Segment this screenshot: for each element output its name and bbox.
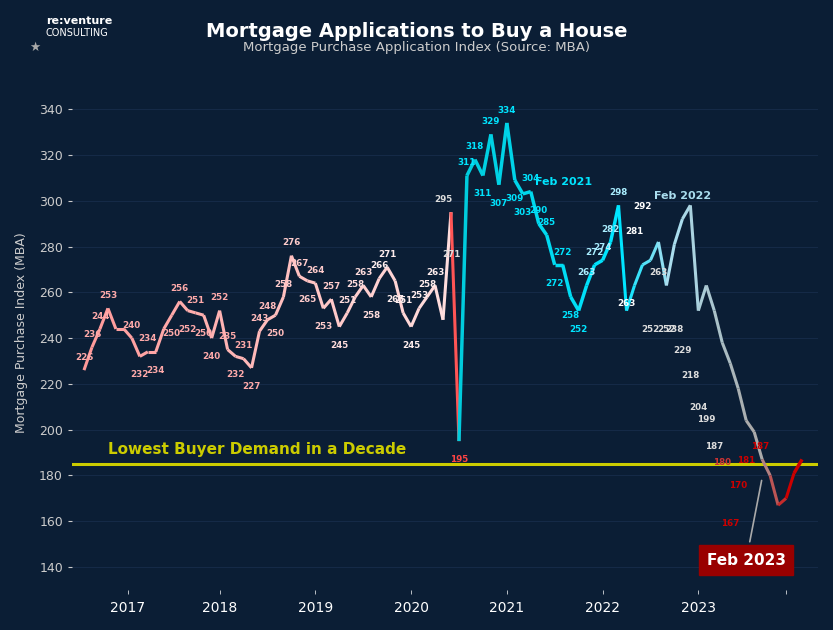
Text: Mortgage Purchase Application Index (Source: MBA): Mortgage Purchase Application Index (Sou… <box>243 41 590 54</box>
Text: 243: 243 <box>251 314 269 323</box>
Text: 253: 253 <box>314 322 332 331</box>
Text: 204: 204 <box>689 403 707 412</box>
Text: 281: 281 <box>626 227 644 236</box>
Text: 240: 240 <box>122 321 141 329</box>
Text: 257: 257 <box>322 282 341 291</box>
Text: 232: 232 <box>227 370 245 379</box>
Text: 170: 170 <box>729 481 747 490</box>
Text: 263: 263 <box>617 299 636 308</box>
Text: 248: 248 <box>258 302 277 311</box>
Text: 250: 250 <box>267 329 285 338</box>
Text: 245: 245 <box>330 341 348 350</box>
Text: 318: 318 <box>466 142 484 151</box>
Text: 252: 252 <box>657 324 676 333</box>
Text: re:venture: re:venture <box>46 16 112 26</box>
Text: CONSULTING: CONSULTING <box>46 28 108 38</box>
Text: 218: 218 <box>681 371 700 380</box>
Text: 234: 234 <box>147 366 165 375</box>
Text: 231: 231 <box>234 341 252 350</box>
Text: 265: 265 <box>386 295 404 304</box>
Text: 252: 252 <box>211 294 229 302</box>
Text: 229: 229 <box>673 346 691 355</box>
Text: 195: 195 <box>450 455 468 464</box>
Text: 252: 252 <box>178 324 197 333</box>
Text: 272: 272 <box>553 248 572 256</box>
Text: 334: 334 <box>497 106 516 115</box>
Text: 303: 303 <box>514 208 532 217</box>
Text: Lowest Buyer Demand in a Decade: Lowest Buyer Demand in a Decade <box>108 442 407 457</box>
Text: 187: 187 <box>751 442 769 451</box>
Text: 265: 265 <box>298 295 317 304</box>
Text: 251: 251 <box>187 295 205 304</box>
Text: 226: 226 <box>75 353 93 362</box>
Text: ★: ★ <box>29 41 41 54</box>
Text: 274: 274 <box>593 243 611 252</box>
Text: 253: 253 <box>410 291 428 300</box>
Text: Feb 2023: Feb 2023 <box>706 481 786 568</box>
Text: 234: 234 <box>138 335 157 343</box>
Text: 298: 298 <box>610 188 627 197</box>
Text: 187: 187 <box>706 442 723 451</box>
Text: 252: 252 <box>570 324 588 333</box>
Text: 263: 263 <box>426 268 444 277</box>
Text: 311: 311 <box>474 190 492 198</box>
Text: 258: 258 <box>362 311 381 320</box>
Text: 238: 238 <box>666 325 684 335</box>
Text: Feb 2021: Feb 2021 <box>535 177 592 187</box>
Text: 199: 199 <box>697 415 716 423</box>
Text: 256: 256 <box>171 284 189 293</box>
Text: 292: 292 <box>633 202 651 210</box>
Text: 272: 272 <box>546 278 564 288</box>
Y-axis label: Mortgage Purchase Index (MBA): Mortgage Purchase Index (MBA) <box>15 232 28 433</box>
Text: 276: 276 <box>282 238 301 248</box>
Text: 240: 240 <box>202 352 221 361</box>
Text: 329: 329 <box>481 117 500 126</box>
Text: 263: 263 <box>354 268 372 277</box>
Text: 307: 307 <box>490 198 508 208</box>
Text: 271: 271 <box>378 250 397 259</box>
Text: 309: 309 <box>506 194 524 203</box>
Text: 235: 235 <box>218 332 237 341</box>
Text: 285: 285 <box>537 218 556 227</box>
Text: 264: 264 <box>307 266 325 275</box>
Text: 272: 272 <box>586 248 604 256</box>
Text: 181: 181 <box>737 456 756 465</box>
Text: Mortgage Applications to Buy a House: Mortgage Applications to Buy a House <box>206 22 627 41</box>
Text: 245: 245 <box>402 341 420 350</box>
Text: 253: 253 <box>99 291 117 300</box>
Text: 258: 258 <box>274 280 292 289</box>
Text: 250: 250 <box>162 329 181 338</box>
Text: 232: 232 <box>131 370 149 379</box>
Text: 236: 236 <box>82 330 101 339</box>
Text: 267: 267 <box>290 259 308 268</box>
Text: 263: 263 <box>649 268 667 277</box>
Text: 258: 258 <box>347 280 364 289</box>
Text: 295: 295 <box>434 195 452 204</box>
Text: 252: 252 <box>641 324 660 333</box>
Text: 266: 266 <box>370 261 388 270</box>
Text: 304: 304 <box>521 175 540 183</box>
Text: 227: 227 <box>242 382 261 391</box>
Text: 244: 244 <box>91 312 109 321</box>
Text: 271: 271 <box>441 250 460 259</box>
Text: 251: 251 <box>394 295 412 304</box>
Text: 258: 258 <box>561 311 580 320</box>
Text: 250: 250 <box>195 329 212 338</box>
Text: Feb 2022: Feb 2022 <box>655 191 711 201</box>
Text: 263: 263 <box>577 268 596 277</box>
Text: 282: 282 <box>601 225 620 234</box>
Text: 180: 180 <box>713 458 731 467</box>
Text: 311: 311 <box>458 158 476 167</box>
Text: 251: 251 <box>338 295 357 304</box>
Text: 290: 290 <box>530 206 548 215</box>
Text: 258: 258 <box>418 280 436 289</box>
Text: 167: 167 <box>721 519 740 528</box>
